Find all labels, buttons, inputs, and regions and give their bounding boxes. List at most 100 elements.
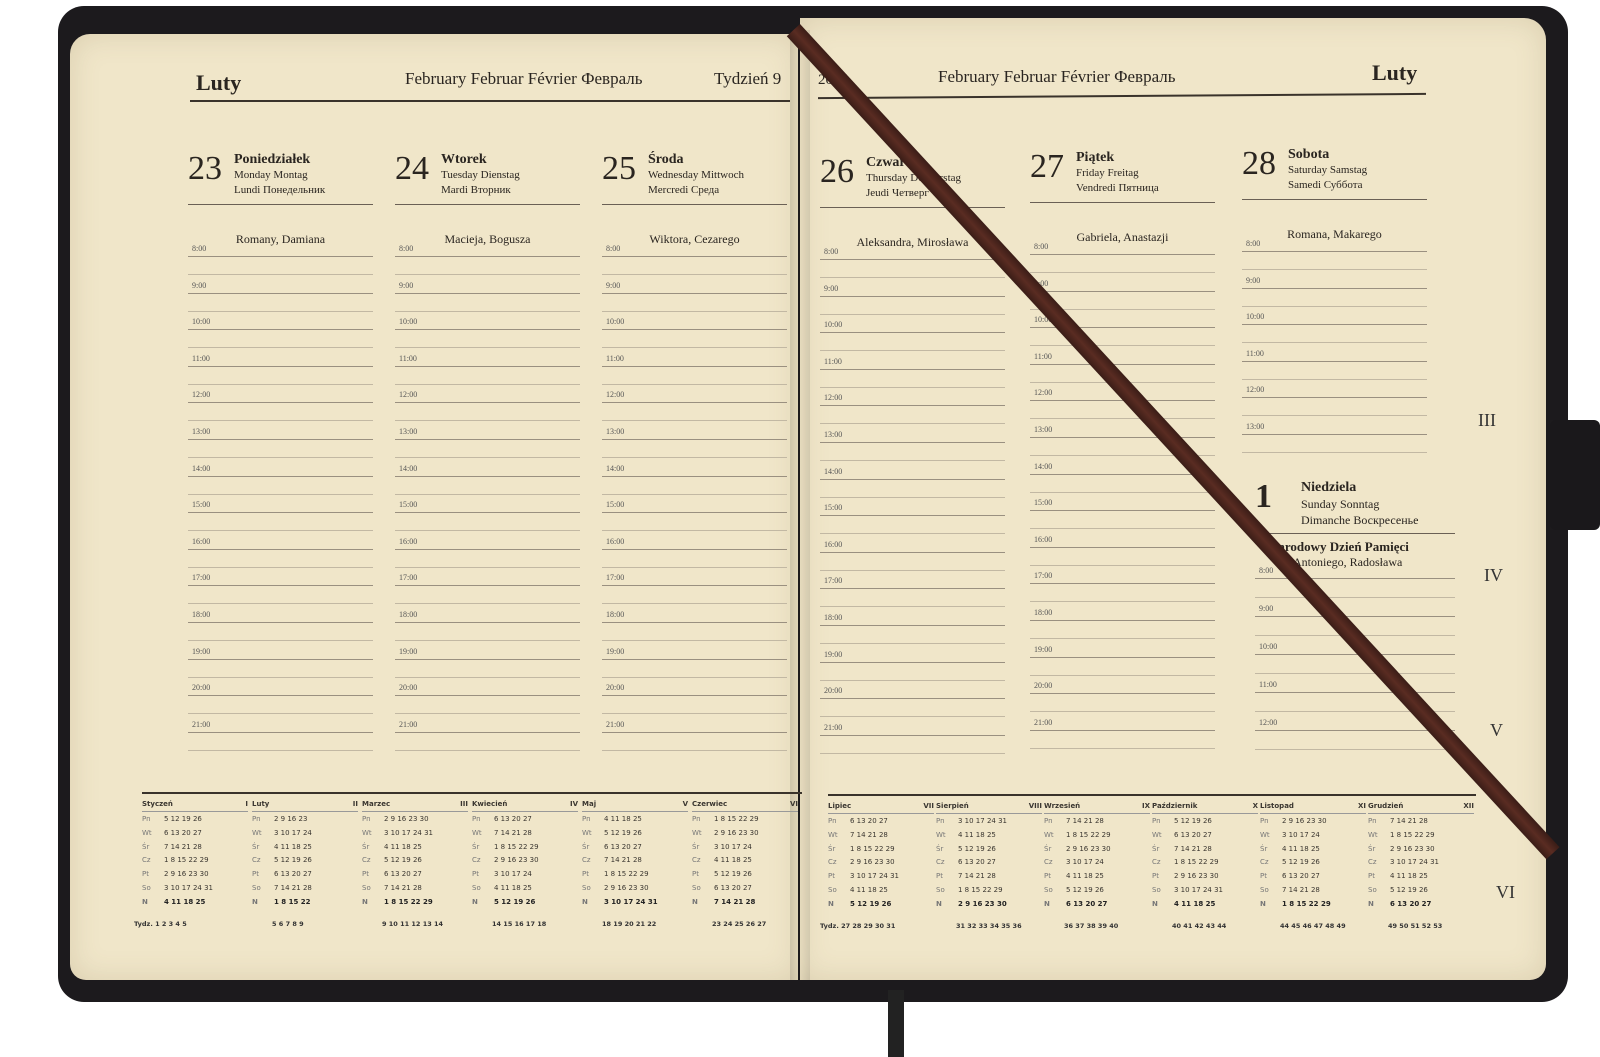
half-hour-line[interactable] — [1030, 418, 1215, 420]
half-hour-line[interactable] — [188, 347, 373, 349]
half-hour-line[interactable] — [602, 603, 787, 605]
hour-line[interactable]: 16:00 — [188, 537, 373, 550]
hour-line[interactable]: 10:00 — [602, 317, 787, 331]
hour-line[interactable]: 14:00 — [395, 464, 580, 477]
hour-line[interactable]: 13:00 — [820, 430, 1005, 443]
half-hour-line[interactable] — [602, 274, 787, 275]
hour-line[interactable]: 20:00 — [188, 683, 373, 697]
half-hour-line[interactable] — [395, 457, 580, 458]
hour-line[interactable]: 10:00 — [1030, 315, 1215, 329]
half-hour-line[interactable] — [1030, 345, 1215, 347]
half-hour-line[interactable] — [188, 566, 373, 568]
hour-line[interactable]: 21:00 — [395, 720, 580, 733]
hour-line[interactable]: 9:00 — [820, 284, 1005, 297]
half-hour-line[interactable] — [820, 643, 1005, 644]
hour-line[interactable]: 18:00 — [395, 610, 580, 623]
half-hour-line[interactable] — [602, 676, 787, 678]
half-hour-line[interactable] — [820, 277, 1005, 278]
hour-line[interactable]: 11:00 — [188, 354, 373, 367]
half-hour-line[interactable] — [395, 603, 580, 605]
half-hour-line[interactable] — [395, 310, 580, 312]
hour-line[interactable]: 8:00 — [188, 244, 373, 257]
hour-line[interactable]: 9:00 — [188, 281, 373, 294]
hour-line[interactable]: 17:00 — [395, 573, 580, 587]
half-hour-line[interactable] — [188, 274, 373, 275]
half-hour-line[interactable] — [602, 347, 787, 349]
hour-line[interactable]: 11:00 — [1030, 352, 1215, 365]
hour-line[interactable]: 15:00 — [1030, 498, 1215, 512]
hour-line[interactable]: 19:00 — [1030, 645, 1215, 658]
half-hour-line[interactable] — [1255, 597, 1455, 598]
hour-line[interactable]: 13:00 — [395, 427, 580, 440]
hour-line[interactable]: 12:00 — [1255, 718, 1455, 731]
hour-line[interactable]: 13:00 — [1242, 422, 1427, 435]
hour-line[interactable]: 12:00 — [1242, 385, 1427, 399]
half-hour-line[interactable] — [395, 530, 580, 532]
half-hour-line[interactable] — [1030, 564, 1215, 566]
hour-line[interactable]: 8:00 — [820, 247, 1005, 260]
hour-line[interactable]: 11:00 — [1242, 349, 1427, 362]
hour-line[interactable]: 21:00 — [188, 720, 373, 733]
half-hour-line[interactable] — [1030, 711, 1215, 713]
half-hour-line[interactable] — [820, 350, 1005, 352]
month-tab[interactable]: III — [1478, 410, 1496, 430]
half-hour-line[interactable] — [602, 383, 787, 385]
hour-line[interactable]: 11:00 — [395, 354, 580, 367]
half-hour-line[interactable] — [602, 749, 787, 751]
hour-line[interactable]: 14:00 — [820, 467, 1005, 480]
half-hour-line[interactable] — [395, 676, 580, 678]
hour-line[interactable]: 9:00 — [1030, 279, 1215, 292]
half-hour-line[interactable] — [1030, 747, 1215, 749]
hour-line[interactable]: 21:00 — [1030, 718, 1215, 731]
hour-line[interactable]: 12:00 — [188, 390, 373, 404]
hour-line[interactable]: 11:00 — [820, 357, 1005, 370]
month-tab[interactable]: IV — [1484, 565, 1503, 585]
month-tab[interactable]: VI — [1496, 882, 1515, 902]
half-hour-line[interactable] — [395, 713, 580, 715]
half-hour-line[interactable] — [395, 420, 580, 422]
half-hour-line[interactable] — [1030, 308, 1215, 310]
half-hour-line[interactable] — [188, 640, 373, 641]
hour-line[interactable]: 9:00 — [1255, 604, 1455, 617]
half-hour-line[interactable] — [188, 457, 373, 458]
half-hour-line[interactable] — [602, 640, 787, 641]
half-hour-line[interactable] — [820, 606, 1005, 608]
hour-line[interactable]: 11:00 — [602, 354, 787, 367]
half-hour-line[interactable] — [820, 496, 1005, 498]
hour-line[interactable]: 14:00 — [188, 464, 373, 477]
hour-line[interactable]: 20:00 — [820, 686, 1005, 700]
half-hour-line[interactable] — [188, 713, 373, 715]
half-hour-line[interactable] — [602, 713, 787, 715]
half-hour-line[interactable] — [395, 383, 580, 385]
hour-line[interactable]: 21:00 — [820, 723, 1005, 736]
hour-line[interactable]: 8:00 — [1030, 242, 1215, 255]
hour-line[interactable]: 10:00 — [820, 320, 1005, 334]
half-hour-line[interactable] — [1255, 673, 1455, 674]
half-hour-line[interactable] — [1255, 749, 1455, 750]
half-hour-line[interactable] — [395, 749, 580, 751]
half-hour-line[interactable] — [1030, 601, 1215, 603]
hour-line[interactable]: 10:00 — [188, 317, 373, 331]
hour-line[interactable]: 13:00 — [1030, 425, 1215, 438]
half-hour-line[interactable] — [1030, 528, 1215, 530]
half-hour-line[interactable] — [1030, 638, 1215, 639]
half-hour-line[interactable] — [188, 493, 373, 495]
hour-line[interactable]: 9:00 — [602, 281, 787, 294]
hour-line[interactable]: 15:00 — [820, 503, 1005, 517]
hour-line[interactable]: 19:00 — [395, 647, 580, 660]
half-hour-line[interactable] — [395, 347, 580, 349]
hour-line[interactable]: 17:00 — [602, 573, 787, 587]
hour-line[interactable]: 14:00 — [602, 464, 787, 477]
hour-line[interactable]: 8:00 — [602, 244, 787, 257]
half-hour-line[interactable] — [188, 530, 373, 532]
hour-line[interactable]: 8:00 — [395, 244, 580, 257]
half-hour-line[interactable] — [1242, 415, 1427, 417]
half-hour-line[interactable] — [188, 603, 373, 605]
hour-line[interactable]: 11:00 — [1255, 680, 1455, 693]
half-hour-line[interactable] — [1242, 378, 1427, 380]
hour-line[interactable]: 17:00 — [188, 573, 373, 587]
half-hour-line[interactable] — [1242, 269, 1427, 270]
hour-line[interactable]: 10:00 — [395, 317, 580, 331]
half-hour-line[interactable] — [602, 457, 787, 458]
half-hour-line[interactable] — [602, 420, 787, 422]
